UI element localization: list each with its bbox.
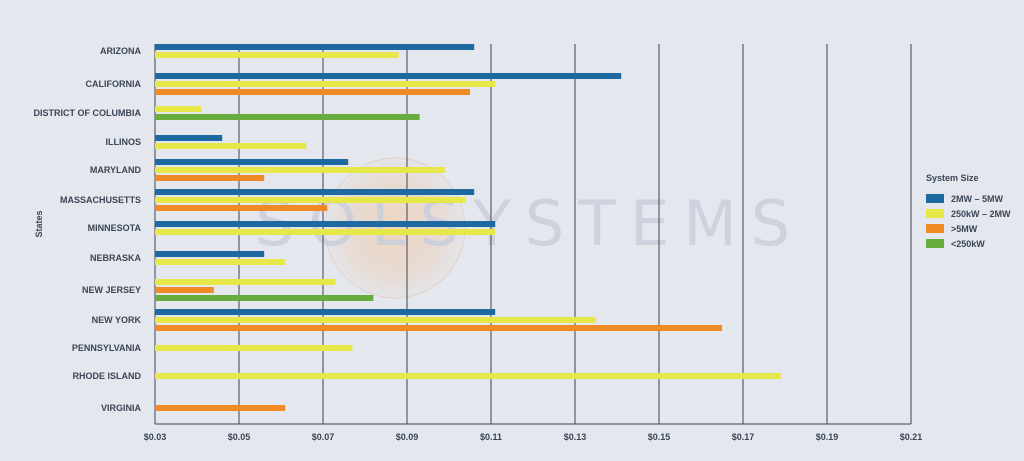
legend: System Size 2MW – 5MW 250kW – 2MW >5MW <250… <box>926 173 1011 249</box>
legend-label-2: >5MW <box>951 224 978 234</box>
x-tick-label: $0.11 <box>480 432 502 442</box>
x-tick-label: $0.05 <box>228 432 251 442</box>
bar-arizona-series-1 <box>155 52 399 58</box>
category-label: ILLINOS <box>106 137 142 147</box>
x-tick-label: $0.21 <box>900 432 923 442</box>
x-tick-label: $0.17 <box>732 432 755 442</box>
x-tick-label: $0.15 <box>648 432 671 442</box>
category-label: RHODE ISLAND <box>72 371 141 381</box>
bar-new-york-series-0 <box>155 309 496 315</box>
category-label: MASSACHUSETTS <box>60 195 141 205</box>
bar-massachusetts-series-1 <box>155 197 466 203</box>
bar-massachusetts-series-2 <box>155 205 328 211</box>
bar-minnesota-series-0 <box>155 221 496 227</box>
x-tick-label: $0.03 <box>144 432 167 442</box>
bar-illinos-series-1 <box>155 143 307 149</box>
x-tick-label: $0.07 <box>312 432 335 442</box>
legend-title: System Size <box>926 173 979 183</box>
category-label: MARYLAND <box>90 165 142 175</box>
x-tick-label: $0.09 <box>396 432 419 442</box>
bar-minnesota-series-1 <box>155 229 496 235</box>
x-tick-labels: $0.03 $0.05 $0.07 $0.09 $0.11 $0.13 $0.15 $0.17… <box>144 432 923 442</box>
bar-california-series-1 <box>155 81 496 87</box>
category-label: PENNSYLVANIA <box>72 343 142 353</box>
legend-label-1: 250kW – 2MW <box>951 209 1011 219</box>
legend-swatch-0 <box>926 194 944 203</box>
legend-label-3: <250kW <box>951 239 985 249</box>
bar-illinos-series-0 <box>155 135 223 141</box>
category-label: VIRGINIA <box>101 403 142 413</box>
bar-arizona-series-0 <box>155 44 475 50</box>
bars <box>155 44 781 411</box>
bar-california-series-2 <box>155 89 470 95</box>
category-label: CALIFORNIA <box>86 79 142 89</box>
bar-pennsylvania-series-1 <box>155 345 353 351</box>
bar-maryland-series-1 <box>155 167 445 173</box>
category-label: NEW YORK <box>92 315 142 325</box>
bar-new-jersey-series-3 <box>155 295 374 301</box>
watermark: SOLSYSTEMS <box>255 157 790 299</box>
bar-rhode-island-series-1 <box>155 373 781 379</box>
grid-lines <box>154 44 912 425</box>
bar-district-of-columbia-series-1 <box>155 106 202 112</box>
y-axis-title: States <box>34 210 44 237</box>
bar-virginia-series-2 <box>155 405 286 411</box>
x-tick-label: $0.13 <box>564 432 587 442</box>
legend-swatch-2 <box>926 224 944 233</box>
legend-swatch-3 <box>926 239 944 248</box>
legend-swatch-1 <box>926 209 944 218</box>
x-tick-label: $0.19 <box>816 432 839 442</box>
bar-maryland-series-2 <box>155 175 265 181</box>
legend-label-0: 2MW – 5MW <box>951 194 1004 204</box>
bar-massachusetts-series-0 <box>155 189 475 195</box>
category-labels: ARIZONA CALIFORNIA DISTRICT OF COLUMBIA ILL… <box>34 46 142 413</box>
bar-nebraska-series-0 <box>155 251 265 257</box>
category-label: MINNESOTA <box>88 223 142 233</box>
bar-california-series-0 <box>155 73 622 79</box>
category-label: ARIZONA <box>100 46 141 56</box>
bar-new-jersey-series-1 <box>155 279 336 285</box>
bar-new-york-series-2 <box>155 325 722 331</box>
bar-district-of-columbia-series-3 <box>155 114 420 120</box>
category-label: NEW JERSEY <box>82 285 141 295</box>
category-label: NEBRASKA <box>90 253 142 263</box>
bar-nebraska-series-1 <box>155 259 286 265</box>
bar-new-jersey-series-2 <box>155 287 214 293</box>
bar-maryland-series-0 <box>155 159 349 165</box>
category-label: DISTRICT OF COLUMBIA <box>34 108 142 118</box>
bar-new-york-series-1 <box>155 317 596 323</box>
